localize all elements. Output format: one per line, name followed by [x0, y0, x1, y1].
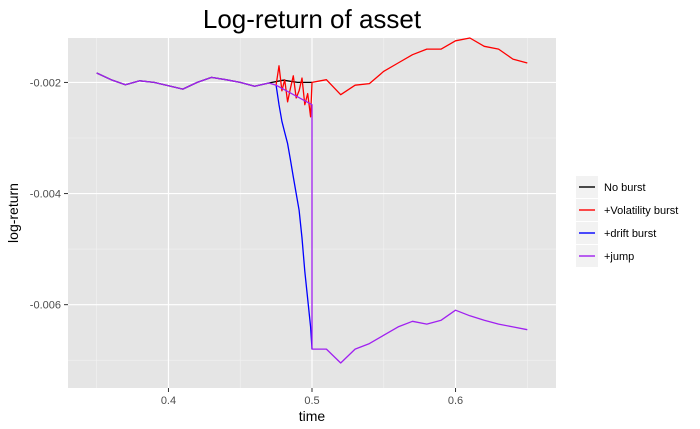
legend-label: No burst — [604, 182, 646, 194]
legend-label: +drift burst — [604, 228, 656, 240]
legend: No burst +Volatility burst +drift burst +ju… — [576, 176, 678, 267]
chart-title: Log-return of asset — [203, 4, 422, 34]
y-axis-title: log-return — [5, 183, 21, 243]
x-tick-label: 0.6 — [448, 395, 463, 407]
legend-label: +Volatility burst — [604, 205, 678, 217]
y-axis-ticks: -0.002 -0.004 -0.006 — [30, 77, 68, 312]
x-axis-title: time — [299, 408, 326, 424]
series-line-2 — [275, 85, 313, 350]
legend-label: +jump — [604, 251, 634, 263]
series-lines — [96, 37, 528, 364]
y-tick-label: -0.002 — [30, 77, 61, 89]
x-tick-label: 0.5 — [304, 395, 319, 407]
x-axis-ticks: 0.4 0.5 0.6 — [161, 388, 463, 407]
y-tick-label: -0.006 — [30, 300, 61, 312]
y-tick-label: -0.004 — [30, 189, 61, 201]
x-tick-label: 0.4 — [161, 395, 176, 407]
series-line-3 — [96, 72, 528, 364]
